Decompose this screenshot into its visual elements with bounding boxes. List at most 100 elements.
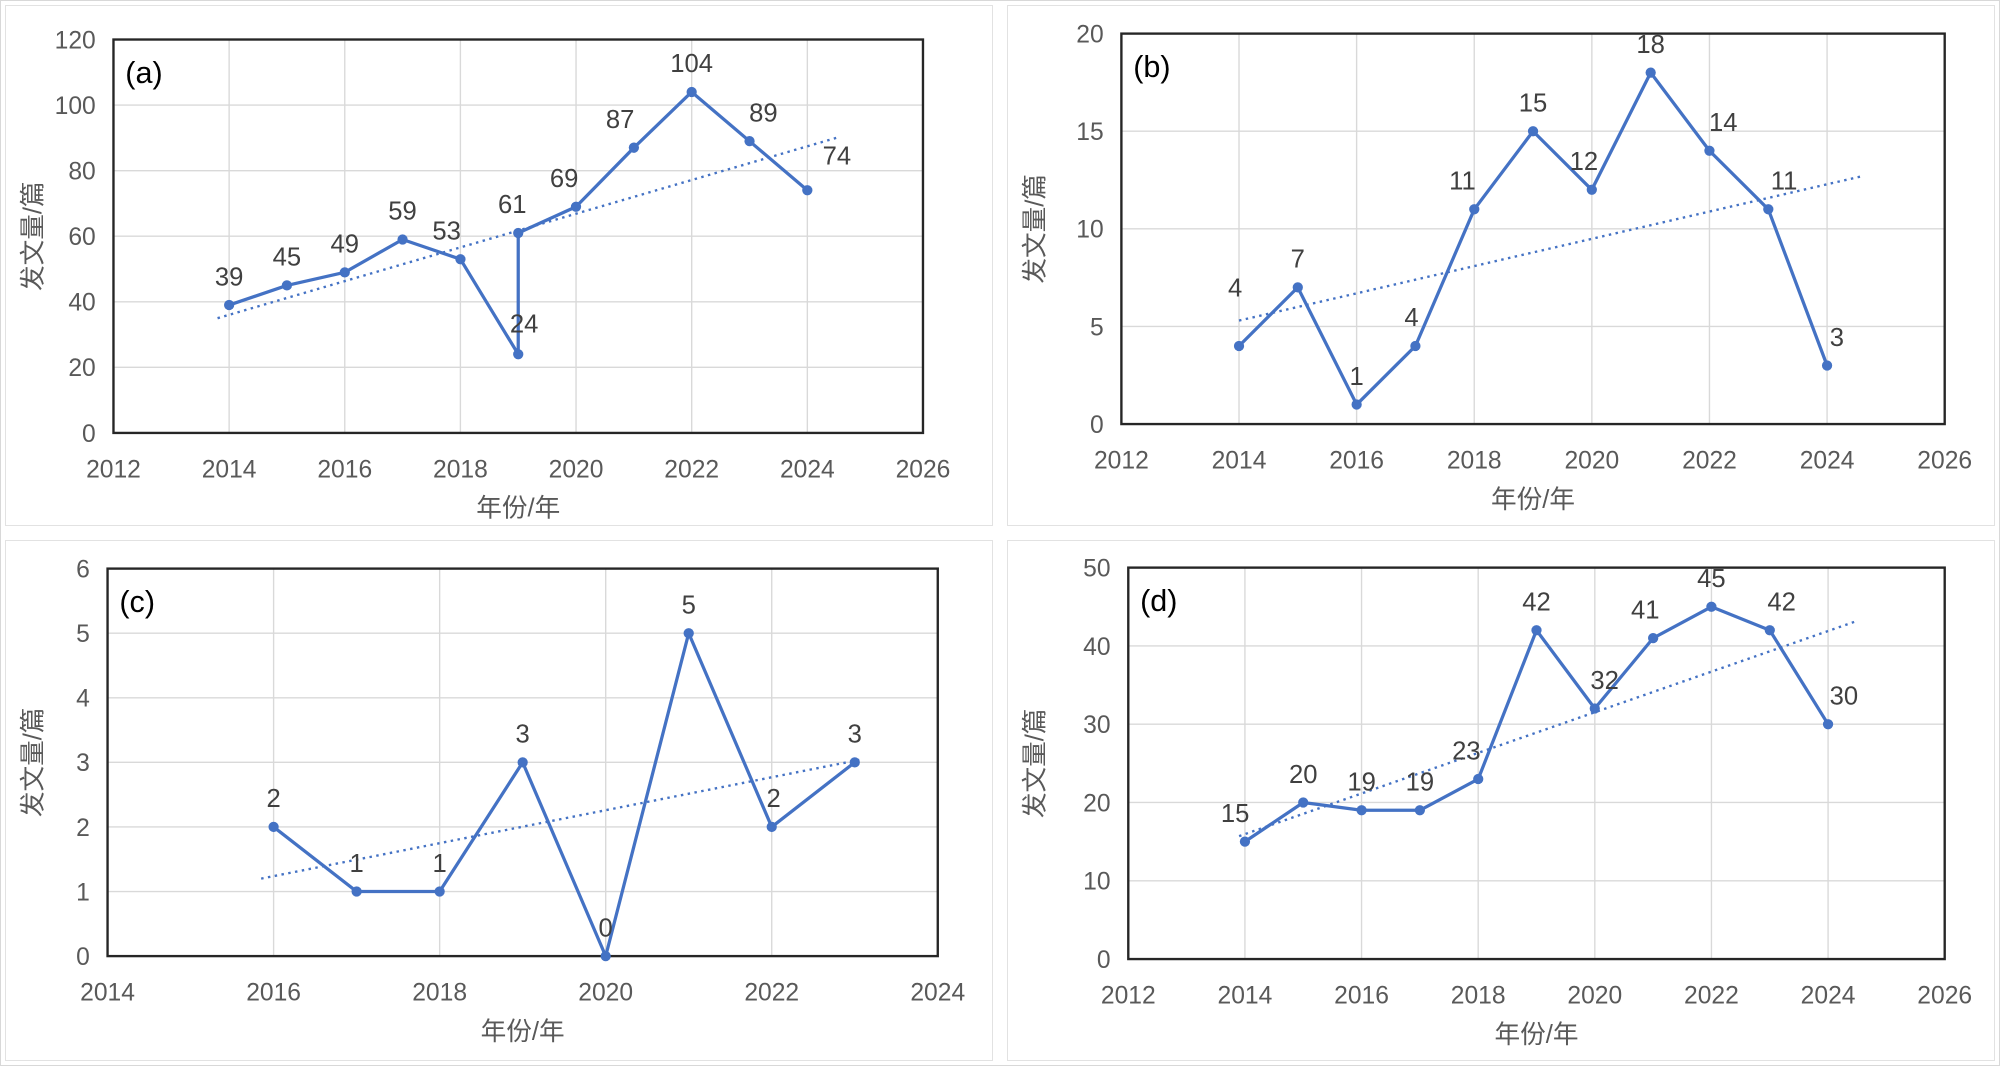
y-tick-label: 20 <box>1083 790 1110 817</box>
x-axis-title: 年份/年 <box>476 494 560 523</box>
series-markers <box>1239 601 1834 847</box>
data-label: 14 <box>1709 109 1738 137</box>
data-label: 3 <box>1830 324 1844 352</box>
data-point-marker <box>434 886 445 897</box>
x-tick-label: 2016 <box>246 979 301 1006</box>
data-point-marker <box>683 628 694 639</box>
data-label: 0 <box>599 914 613 942</box>
x-tick-labels: 2012 2014 2016 2018 2020 2022 2024 2026 <box>1094 447 1972 474</box>
data-point-marker <box>1239 836 1251 847</box>
data-label: 11 <box>1449 168 1476 196</box>
y-tick-labels: 0 20 40 60 80 100 120 <box>55 27 96 447</box>
data-label: 49 <box>331 231 360 259</box>
data-point-marker <box>339 267 350 278</box>
x-tick-label: 2022 <box>1682 447 1737 474</box>
data-labels: 2 1 1 3 0 5 2 3 <box>266 591 861 942</box>
x-tick-label: 2012 <box>1101 982 1156 1009</box>
data-labels: 39 45 49 59 53 24 61 69 87 104 89 74 <box>215 50 851 338</box>
x-tick-labels: 2012 2014 2016 2018 2020 2022 2024 2026 <box>86 456 950 483</box>
data-point-marker <box>513 227 524 239</box>
data-point-marker <box>1764 625 1775 636</box>
x-tick-label: 2018 <box>433 456 488 483</box>
data-label: 2 <box>767 785 781 813</box>
data-point-marker <box>1645 67 1656 78</box>
data-point-marker <box>513 349 524 360</box>
data-point-marker <box>600 950 611 962</box>
y-tick-label: 5 <box>76 621 90 648</box>
series-markers <box>1233 67 1833 410</box>
data-label: 32 <box>1590 667 1619 695</box>
chart-background <box>6 6 992 525</box>
y-tick-label: 2 <box>76 815 90 842</box>
y-axis-title: 发文量/篇 <box>1020 174 1049 284</box>
data-label: 69 <box>550 165 579 193</box>
data-point-marker <box>628 142 640 153</box>
data-label: 15 <box>1519 90 1548 118</box>
y-tick-label: 10 <box>1083 869 1110 896</box>
data-point-marker <box>351 886 362 897</box>
data-point-marker <box>744 136 755 147</box>
data-label: 11 <box>1771 168 1798 196</box>
x-tick-label: 2014 <box>202 456 257 483</box>
panel-c: 2 1 1 3 0 5 2 3 2014 2016 2018 2020 2022 2024 0 1 2 3 4 5 6 年… <box>5 540 993 1061</box>
x-tick-label: 2024 <box>780 456 835 483</box>
data-point-marker <box>849 757 860 768</box>
data-label: 3 <box>848 721 862 749</box>
data-label: 104 <box>670 50 713 78</box>
data-point-marker <box>1586 184 1597 195</box>
data-point-marker <box>1233 340 1245 352</box>
data-point-marker <box>570 201 582 212</box>
x-tick-label: 2024 <box>1800 447 1855 474</box>
data-label: 30 <box>1830 682 1859 710</box>
data-label: 1 <box>433 850 447 878</box>
y-tick-label: 0 <box>82 421 96 448</box>
data-label: 2 <box>266 785 280 813</box>
data-point-marker <box>686 86 697 98</box>
x-tick-label: 2016 <box>1329 447 1384 474</box>
y-tick-label: 4 <box>76 686 90 713</box>
x-tick-label: 2020 <box>1564 447 1619 474</box>
y-axis-title: 发文量/篇 <box>18 708 47 818</box>
y-tick-label: 6 <box>76 556 90 583</box>
y-tick-label: 60 <box>68 224 95 251</box>
data-point-marker <box>517 757 528 768</box>
data-label: 12 <box>1570 148 1599 176</box>
chart-d-canvas: 15 20 19 19 23 42 32 41 45 42 30 2012 2014 2016 2018 20… <box>1008 541 1994 1060</box>
y-tick-labels: 0 10 20 30 40 50 <box>1083 555 1110 973</box>
series-markers <box>224 86 813 360</box>
data-point-marker <box>397 234 408 245</box>
plot-border <box>106 567 939 958</box>
x-tick-label: 2018 <box>412 979 467 1006</box>
y-axis-title: 发文量/篇 <box>1020 709 1049 819</box>
x-tick-label: 2024 <box>1801 982 1856 1009</box>
chart-b-canvas: 4 7 1 4 11 15 12 18 14 11 3 2012 2014 2016 2018 2020 202… <box>1008 6 1994 525</box>
x-tick-label: 2016 <box>1334 982 1389 1009</box>
series-markers <box>268 628 860 962</box>
chart-c-canvas: 2 1 1 3 0 5 2 3 2014 2016 2018 2020 2022 2024 0 1 2 3 4 5 6 年… <box>6 541 992 1060</box>
data-label: 45 <box>1697 565 1726 593</box>
data-label: 41 <box>1631 596 1660 624</box>
y-tick-labels: 0 1 2 3 4 5 6 <box>76 556 90 970</box>
chart-background <box>1008 541 1994 1060</box>
data-label: 61 <box>498 191 527 219</box>
data-point-marker <box>1822 719 1834 730</box>
data-label: 24 <box>510 311 539 339</box>
panel-a: 39 45 49 59 53 24 61 69 87 104 89 74 2012 2014 2016 201… <box>5 5 993 526</box>
chart-c-svg: 2 1 1 3 0 5 2 3 2014 2016 2018 2020 2022 2024 0 1 2 3 4 5 6 年… <box>6 541 992 1060</box>
data-point-marker <box>1704 145 1715 156</box>
x-tick-label: 2020 <box>578 979 633 1006</box>
data-label: 15 <box>1221 800 1250 828</box>
y-tick-labels: 0 5 10 15 20 <box>1076 21 1103 438</box>
data-point-marker <box>802 185 813 196</box>
data-label: 4 <box>1228 275 1242 303</box>
x-tick-labels: 2014 2016 2018 2020 2022 2024 <box>80 979 965 1006</box>
data-label: 39 <box>215 263 244 291</box>
x-tick-label: 2014 <box>1218 982 1273 1009</box>
series-line <box>271 631 857 958</box>
y-tick-label: 20 <box>1076 21 1103 48</box>
data-label: 19 <box>1347 769 1376 797</box>
